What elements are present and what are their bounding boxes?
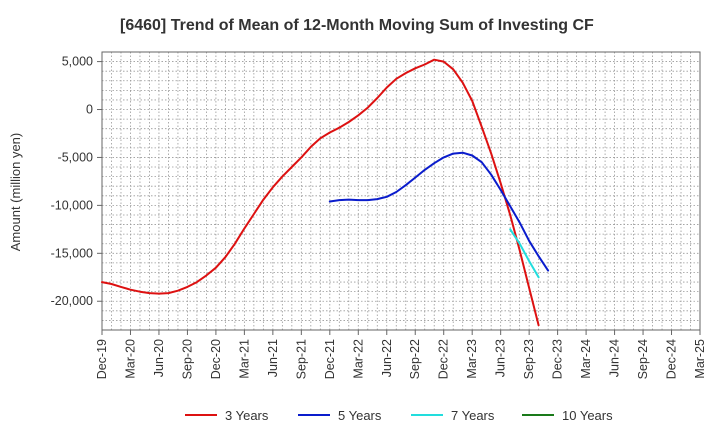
legend-label-5-years: 5 Years	[338, 408, 382, 423]
legend-label-3-years: 3 Years	[225, 408, 269, 423]
x-tick-label: Dec-22	[437, 339, 451, 379]
y-tick-label: -20,000	[51, 294, 93, 308]
x-tick-label: Jun-20	[152, 339, 166, 377]
y-tick-label: -10,000	[51, 198, 93, 212]
x-tick-label: Sep-20	[180, 339, 194, 379]
grid-lines	[101, 51, 701, 331]
x-tick-label: Dec-24	[665, 339, 679, 379]
plot-area	[101, 58, 550, 327]
x-tick-label: Mar-20	[123, 339, 137, 379]
x-tick-label: Dec-20	[209, 339, 223, 379]
legend-label-10-years: 10 Years	[562, 408, 613, 423]
legend-label-7-years: 7 Years	[451, 408, 495, 423]
x-tick-label: Dec-21	[323, 339, 337, 379]
legend: 3 Years 5 Years 7 Years 10 Years	[185, 408, 613, 423]
x-tick-label: Mar-21	[237, 339, 251, 379]
y-tick-label: 5,000	[62, 55, 93, 69]
chart-title: [6460] Trend of Mean of 12-Month Moving …	[120, 17, 594, 34]
y-axis-label: Amount (million yen)	[8, 133, 23, 252]
x-axis-ticks: Dec-19 Mar-20 Jun-20 Sep-20 Dec-20 Mar-21 Jun-…	[95, 330, 707, 379]
x-tick-label: Sep-21	[294, 339, 308, 379]
series-line-3-years	[101, 58, 540, 327]
x-tick-label: Mar-22	[351, 339, 365, 379]
series-line-5-years	[328, 151, 550, 272]
x-tick-label: Jun-23	[494, 339, 508, 377]
x-tick-label: Jun-22	[380, 339, 394, 377]
x-tick-label: Sep-24	[636, 339, 650, 379]
series-line-7-years	[509, 228, 540, 279]
x-tick-label: Mar-24	[579, 339, 593, 379]
y-tick-label: -15,000	[51, 246, 93, 260]
x-tick-label: Sep-23	[522, 339, 536, 379]
x-tick-label: Sep-22	[408, 339, 422, 379]
x-tick-label: Dec-19	[95, 339, 109, 379]
x-tick-label: Jun-21	[266, 339, 280, 377]
y-tick-label: -5,000	[58, 150, 93, 164]
x-tick-label: Mar-23	[465, 339, 479, 379]
x-tick-label: Jun-24	[608, 339, 622, 377]
y-axis-ticks: 5,000 0 -5,000 -10,000 -15,000 -20,000	[51, 55, 102, 308]
y-tick-label: 0	[86, 103, 93, 117]
x-tick-label: Mar-25	[693, 339, 707, 379]
plot-frame	[101, 51, 701, 331]
x-tick-label: Dec-23	[551, 339, 565, 379]
